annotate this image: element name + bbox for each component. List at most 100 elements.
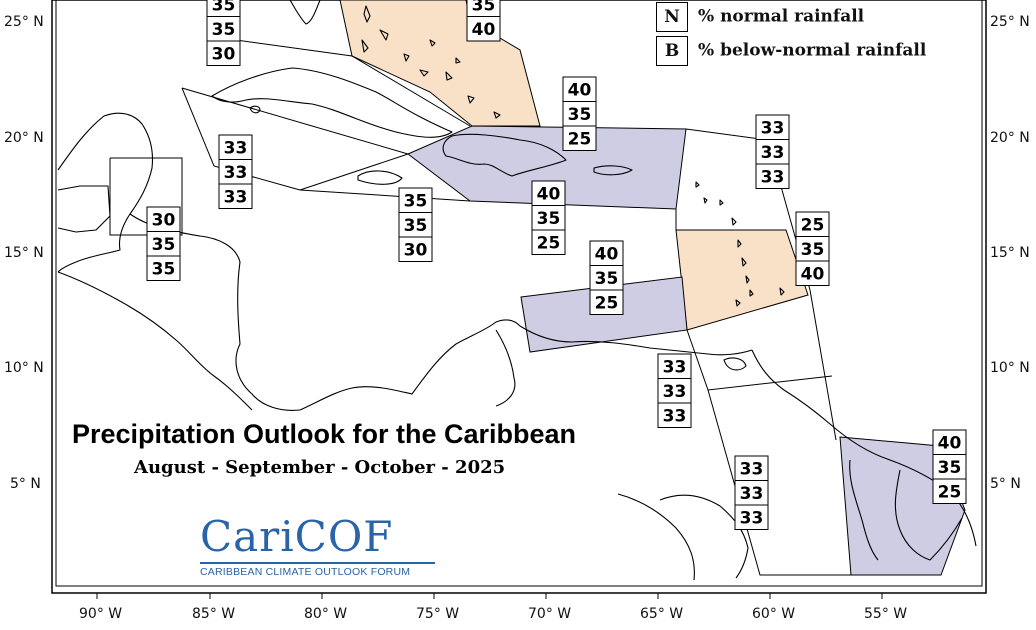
prob-value: 33 (663, 382, 687, 402)
prob-value: 35 (212, 0, 236, 15)
logo-wordmark: CariCOF (200, 512, 394, 561)
prob-cell (398, 187, 433, 213)
lat-tick-label: 25° N (4, 14, 44, 30)
legend-key-below: B (656, 36, 688, 66)
region-bahamas-above (339, 0, 541, 127)
lon-tick-label: 90° W (79, 606, 122, 622)
prob-cell (755, 163, 790, 189)
prob-cell (657, 378, 692, 404)
lat-tick-label: 25° N (990, 14, 1030, 30)
probability-boxes: 3535303540403525333333303535353530403525… (146, 0, 967, 530)
prob-value: 25 (938, 482, 962, 502)
lat-tick-label: 5° N (990, 476, 1021, 492)
prob-value: 35 (537, 209, 561, 229)
prob-value: 33 (761, 167, 785, 187)
lat-tick-label: 10° N (990, 360, 1030, 376)
legend-row-below: B % below-normal rainfall (656, 36, 926, 66)
prob-value: 33 (224, 187, 248, 207)
prob-value: 35 (472, 0, 496, 15)
lat-tick-label: 5° N (10, 476, 41, 492)
map-frame (51, 0, 987, 594)
prob-cell (932, 454, 967, 480)
prob-cell (657, 402, 692, 428)
prob-value: 33 (740, 459, 764, 479)
prob-cell (734, 480, 769, 506)
prob-cell (531, 229, 566, 255)
prob-value: 35 (938, 458, 962, 478)
prob-value: 35 (152, 259, 176, 279)
region-boundaries (109, 39, 851, 576)
prob-value: 40 (472, 20, 496, 40)
lon-tick-label: 60° W (752, 606, 795, 622)
prob-cell (795, 236, 830, 262)
prob-cell (398, 212, 433, 238)
prob-value: 40 (801, 264, 825, 284)
prob-cell (589, 289, 624, 315)
prob-cell (531, 180, 566, 206)
prob-value: 40 (568, 80, 592, 100)
prob-value: 35 (404, 191, 428, 211)
lon-tick-marks (96, 593, 883, 599)
lon-tick-label: 55° W (864, 606, 907, 622)
map-inner-frame (55, 0, 983, 587)
prob-stack-guyana: 33 33 33 (734, 455, 769, 530)
map-subtitle: August - September - October - 2025 (134, 457, 506, 478)
prob-value: 25 (568, 129, 592, 149)
prob-cell (795, 260, 830, 286)
prob-cell (795, 211, 830, 237)
map-title: Precipitation Outlook for the Caribbean (72, 419, 577, 449)
prob-value: 25 (595, 293, 619, 313)
prob-cell (398, 236, 433, 262)
prob-value: 35 (595, 269, 619, 289)
prob-cell (755, 139, 790, 165)
prob-cell (146, 206, 181, 232)
lat-tick-label: 20° N (4, 130, 44, 146)
logo-divider (200, 562, 435, 564)
prob-value: 40 (938, 433, 962, 453)
prob-stack-northern-leewards: 33 33 33 (755, 114, 790, 189)
prob-stack-belize-guatemala: 30 35 35 (146, 206, 181, 281)
prob-value: 33 (663, 357, 687, 377)
prob-stack-greater-antilles-east: 40 35 25 (562, 76, 597, 151)
prob-value: 33 (740, 484, 764, 504)
lon-tick-label: 70° W (528, 606, 571, 622)
prob-value: 35 (404, 216, 428, 236)
prob-cell (562, 101, 597, 127)
prob-cell (932, 478, 967, 504)
prob-value: 33 (740, 508, 764, 528)
prob-cell (206, 16, 241, 42)
lat-tick-label: 20° N (990, 130, 1030, 146)
prob-value: 25 (801, 215, 825, 235)
lat-ticks-right: 25° N 20° N 15° N 10° N 5° N (990, 14, 1030, 492)
prob-stack-cayman-jamaica-west: 33 33 33 (218, 134, 253, 209)
prob-stack-jamaica-south: 35 35 30 (398, 187, 433, 262)
prob-value: 40 (595, 244, 619, 264)
prob-value: 25 (537, 233, 561, 253)
prob-value: 35 (801, 240, 825, 260)
legend-label-normal: % normal rainfall (698, 6, 865, 27)
prob-cell (562, 125, 597, 151)
prob-cell (734, 504, 769, 530)
prob-cell (657, 353, 692, 379)
prob-cell (218, 183, 253, 209)
prob-value: 35 (568, 105, 592, 125)
prob-cell (589, 240, 624, 266)
prob-cell (932, 429, 967, 455)
lon-tick-label: 75° W (416, 606, 459, 622)
prob-stack-trinidad: 33 33 33 (657, 353, 692, 428)
prob-cell (755, 114, 790, 140)
lat-tick-label: 15° N (990, 245, 1030, 261)
prob-value: 33 (761, 143, 785, 163)
prob-value: 35 (212, 20, 236, 40)
caricof-logo: CariCOF CARIBBEAN CLIMATE OUTLOOK FORUM (200, 514, 435, 578)
coastlines (57, 0, 977, 581)
prob-cell (146, 255, 181, 281)
prob-stack-bahamas-north-west: 35 35 30 (206, 0, 241, 66)
prob-value: 30 (212, 44, 236, 64)
lon-ticks: 90° W 85° W 80° W 75° W 70° W 65° W 60° … (79, 606, 907, 622)
lon-tick-label: 85° W (192, 606, 235, 622)
prob-stack-hispaniola-south: 40 35 25 (531, 180, 566, 255)
prob-cell (206, 40, 241, 66)
prob-stack-abc-islands: 40 35 25 (589, 240, 624, 315)
